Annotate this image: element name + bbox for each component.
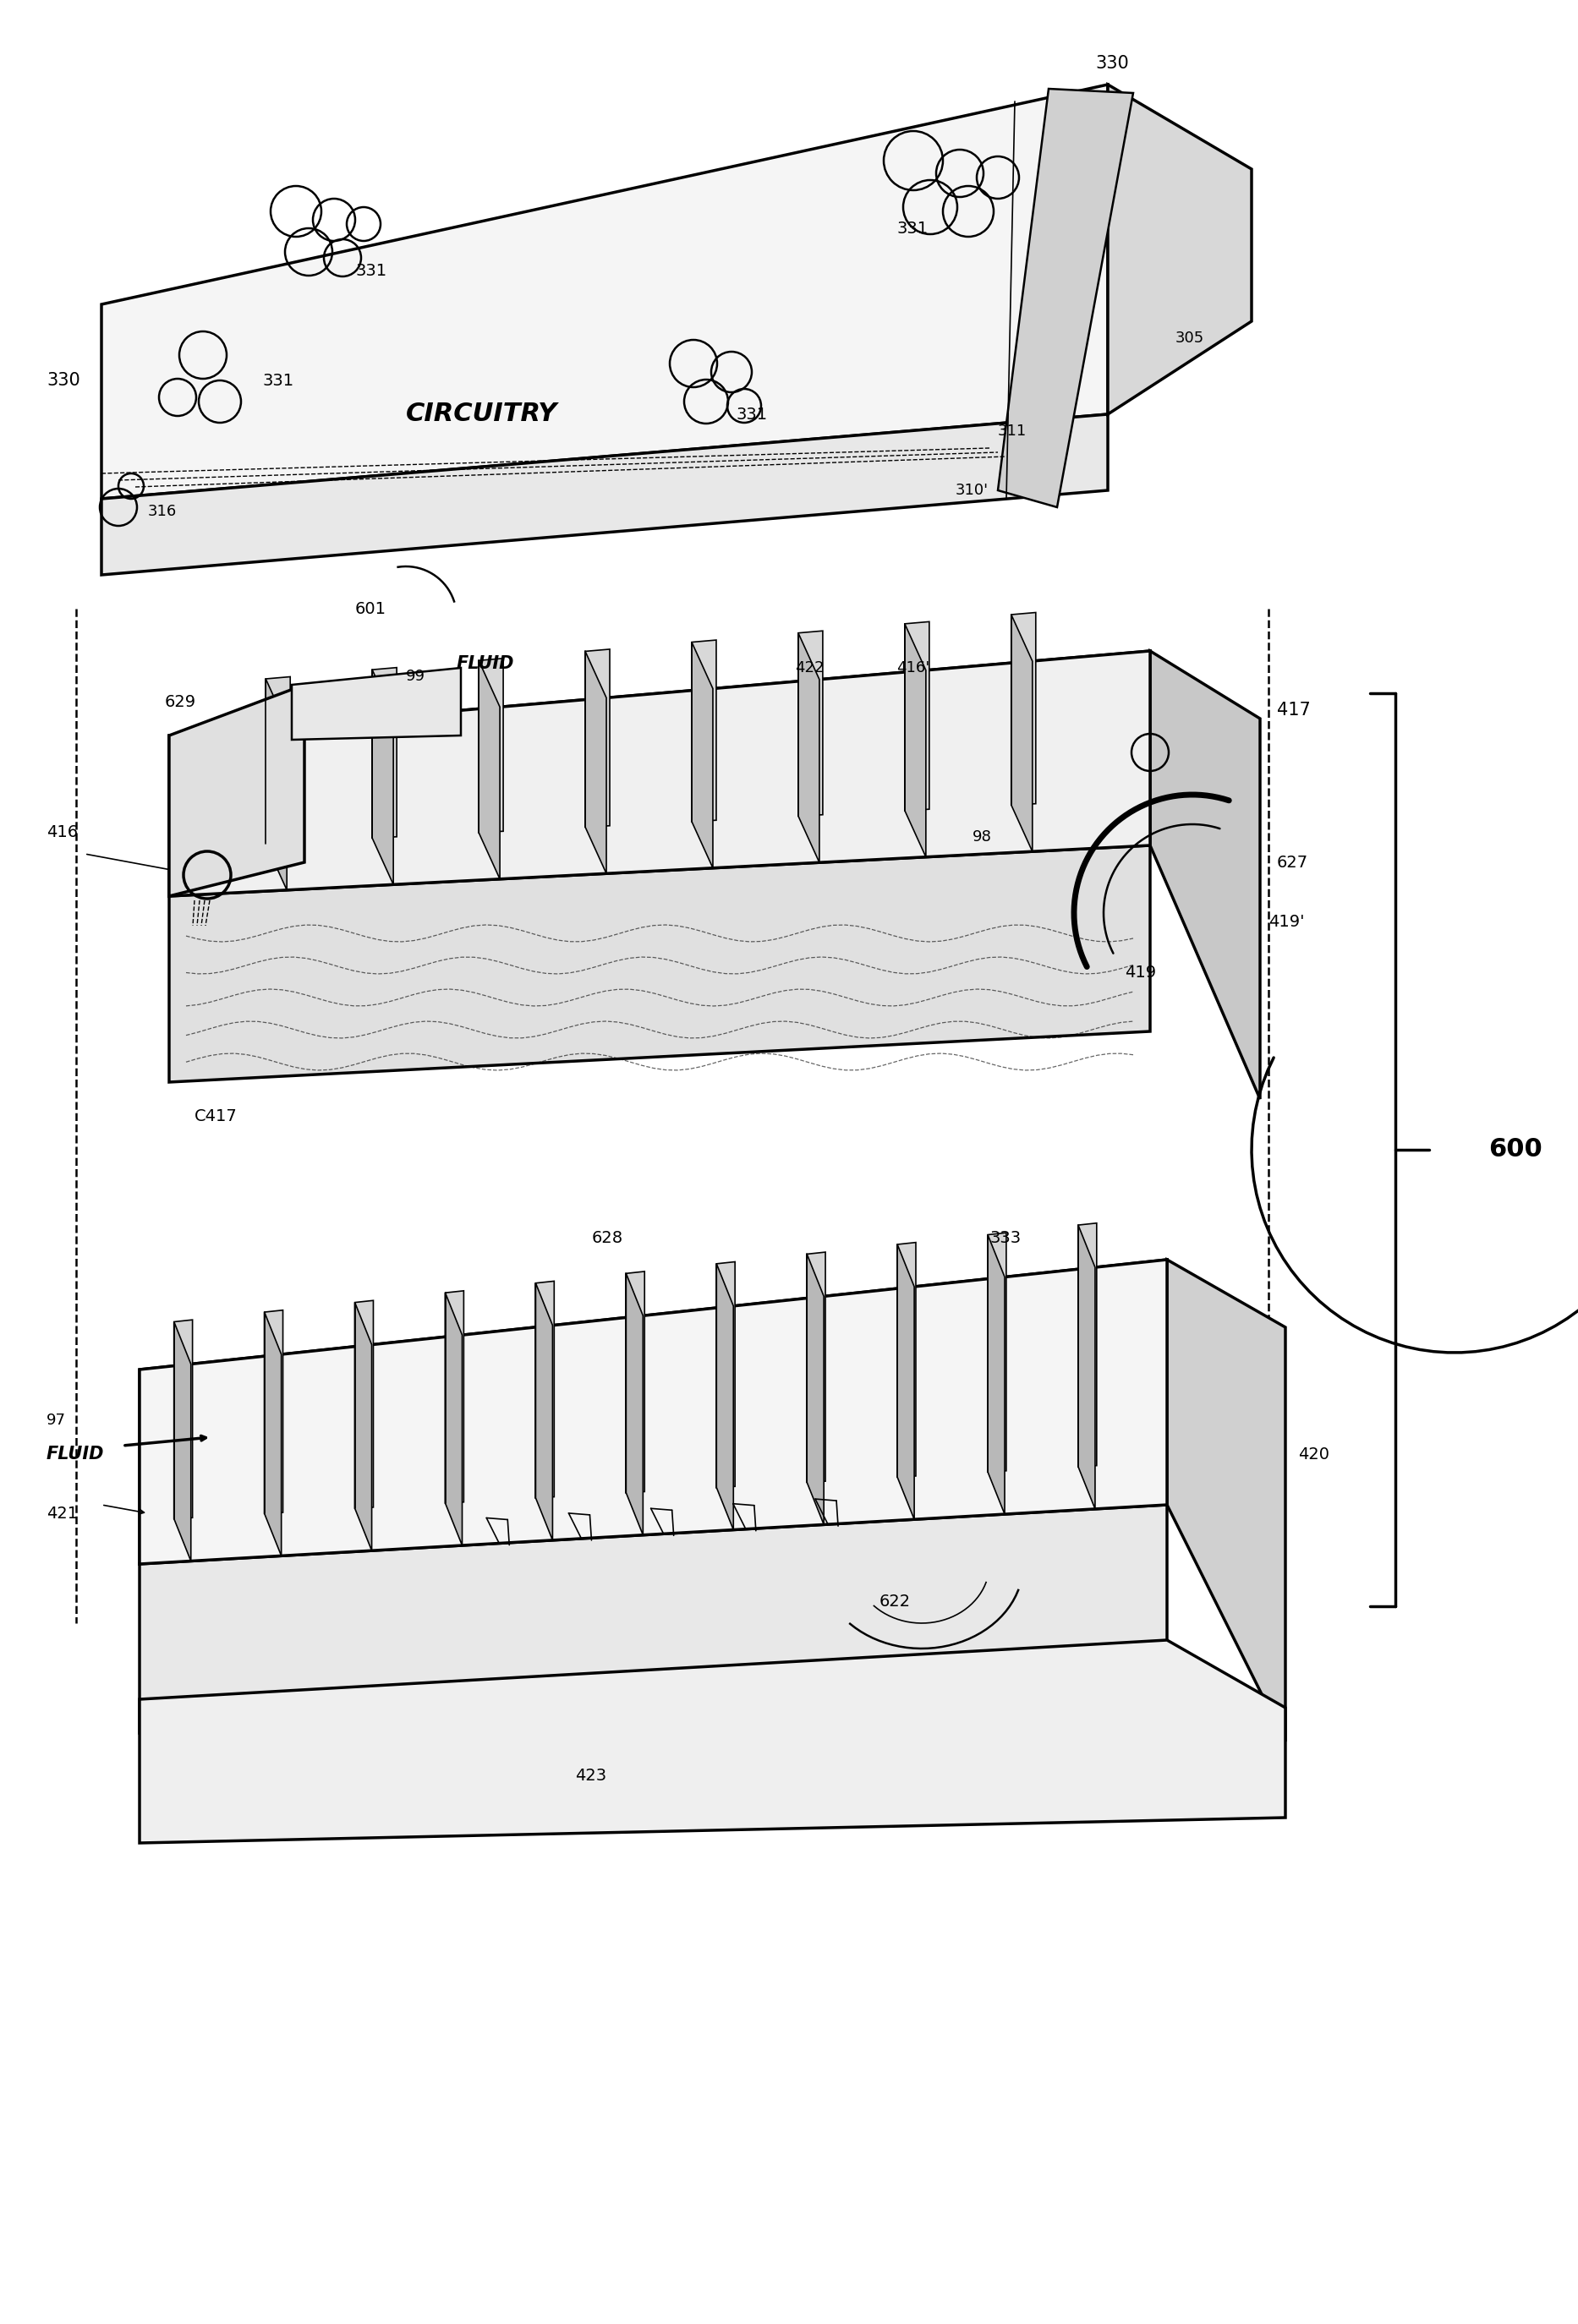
Text: 416: 416	[46, 825, 77, 841]
Text: 331: 331	[262, 372, 294, 388]
Polygon shape	[265, 679, 287, 890]
Text: 305: 305	[1176, 330, 1204, 346]
Polygon shape	[1011, 614, 1035, 804]
Polygon shape	[798, 632, 819, 862]
Polygon shape	[139, 1260, 1168, 1564]
Text: 311: 311	[997, 423, 1027, 439]
Text: 422: 422	[795, 660, 824, 676]
Text: 310': 310'	[956, 483, 989, 497]
Text: 628: 628	[592, 1229, 623, 1246]
Polygon shape	[355, 1301, 372, 1550]
Polygon shape	[716, 1262, 735, 1487]
Text: FLUID: FLUID	[456, 655, 514, 672]
Polygon shape	[169, 651, 1150, 897]
Polygon shape	[1011, 614, 1032, 851]
Polygon shape	[691, 641, 713, 867]
Polygon shape	[372, 669, 393, 885]
Text: 331: 331	[735, 407, 767, 423]
Polygon shape	[265, 1311, 282, 1513]
Polygon shape	[169, 846, 1150, 1083]
Polygon shape	[1150, 651, 1259, 1099]
Polygon shape	[101, 414, 1108, 574]
Polygon shape	[898, 1243, 914, 1520]
Polygon shape	[265, 1313, 281, 1555]
Polygon shape	[101, 84, 1108, 500]
Polygon shape	[988, 1232, 1007, 1471]
Polygon shape	[139, 1260, 1168, 1564]
Text: 99: 99	[406, 669, 426, 683]
Polygon shape	[174, 1320, 193, 1520]
Text: 316: 316	[148, 504, 177, 518]
Polygon shape	[478, 658, 503, 832]
Polygon shape	[1108, 84, 1251, 414]
Text: 98: 98	[972, 830, 993, 844]
Text: 627: 627	[1277, 855, 1308, 869]
Polygon shape	[535, 1281, 554, 1499]
Text: CIRCUITRY: CIRCUITRY	[406, 402, 557, 428]
Text: 417: 417	[1277, 702, 1311, 718]
Text: 416': 416'	[896, 660, 929, 676]
Polygon shape	[372, 667, 396, 839]
Polygon shape	[898, 1243, 915, 1478]
Polygon shape	[478, 660, 500, 878]
Polygon shape	[139, 1641, 1286, 1843]
Text: 333: 333	[989, 1229, 1021, 1246]
Polygon shape	[806, 1255, 824, 1525]
Polygon shape	[904, 621, 929, 811]
Polygon shape	[626, 1271, 644, 1492]
Polygon shape	[1168, 1260, 1286, 1741]
Polygon shape	[626, 1274, 642, 1534]
Polygon shape	[798, 630, 822, 816]
Text: C417: C417	[194, 1109, 237, 1125]
Text: 419: 419	[1125, 964, 1157, 981]
Polygon shape	[988, 1234, 1005, 1515]
Polygon shape	[585, 651, 606, 874]
Text: 600: 600	[1488, 1136, 1542, 1162]
Polygon shape	[169, 686, 305, 897]
Text: 601: 601	[355, 600, 387, 616]
Polygon shape	[997, 88, 1133, 507]
Text: 629: 629	[166, 693, 196, 709]
Polygon shape	[806, 1253, 825, 1483]
Polygon shape	[445, 1292, 462, 1545]
Polygon shape	[169, 651, 1150, 897]
Polygon shape	[139, 1506, 1168, 1734]
Text: 331: 331	[896, 221, 928, 237]
Polygon shape	[292, 667, 461, 739]
Text: 423: 423	[574, 1766, 606, 1783]
Text: 622: 622	[879, 1594, 911, 1611]
Text: 330: 330	[46, 372, 80, 388]
Polygon shape	[445, 1290, 464, 1504]
Text: FLUID: FLUID	[46, 1446, 104, 1462]
Polygon shape	[1078, 1222, 1097, 1466]
Text: 97: 97	[46, 1413, 66, 1427]
Polygon shape	[265, 676, 290, 844]
Text: 420: 420	[1299, 1446, 1329, 1462]
Text: 330: 330	[1095, 56, 1128, 72]
Polygon shape	[535, 1283, 552, 1541]
Polygon shape	[1078, 1225, 1095, 1508]
Polygon shape	[691, 639, 716, 820]
Polygon shape	[716, 1264, 734, 1529]
Text: 331: 331	[355, 263, 387, 279]
Text: 421: 421	[46, 1506, 77, 1522]
Text: 419': 419'	[1269, 913, 1305, 930]
Polygon shape	[355, 1301, 374, 1508]
Polygon shape	[904, 623, 926, 858]
Polygon shape	[174, 1322, 191, 1562]
Polygon shape	[585, 648, 609, 827]
